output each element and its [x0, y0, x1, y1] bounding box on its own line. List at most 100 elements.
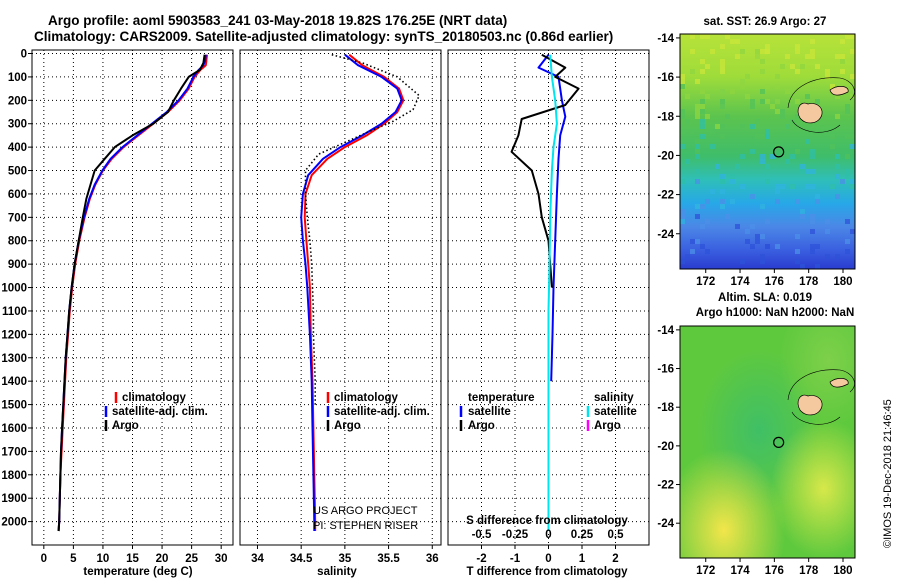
sst-pixel: [765, 134, 770, 139]
sst-pixel: [780, 64, 785, 69]
sst-pixel: [680, 144, 685, 149]
sst-pixel: [805, 94, 810, 99]
sst-pixel: [750, 99, 755, 104]
sst-pixel: [720, 104, 725, 109]
sst-pixel: [685, 119, 690, 124]
sst-pixel: [705, 64, 710, 69]
sst-pixel: [795, 49, 800, 54]
sst-pixel: [695, 214, 700, 219]
credit-project: US ARGO PROJECT: [313, 505, 418, 517]
sst-pixel: [850, 34, 855, 39]
sst-pixel: [775, 74, 780, 79]
sst-pixel: [710, 189, 715, 194]
sst-lat-tick-label: -18: [657, 111, 674, 123]
sla-map-frame: [679, 325, 856, 559]
sst-pixel: [810, 49, 815, 54]
sst-pixel: [765, 164, 770, 169]
sst-pixel: [680, 179, 685, 184]
s-difference-tick-label: 0.25: [571, 529, 594, 541]
difference-xtick-label: 2: [612, 553, 618, 565]
difference-xtick-label: 1: [579, 553, 586, 565]
sst-pixel: [760, 259, 765, 264]
sst-pixel: [810, 184, 815, 189]
sst-pixel: [810, 249, 815, 254]
sst-pixel: [735, 164, 740, 169]
sla-lat-tick-label: -22: [657, 480, 674, 492]
sst-pixel: [775, 99, 780, 104]
depth-tick-label: 1400: [1, 376, 27, 388]
legend-s-satellite-label: satellite: [594, 406, 637, 418]
temperature-xtick-label: 0: [41, 553, 47, 565]
sst-pixel: [815, 64, 820, 69]
sst-pixel: [840, 69, 845, 74]
sst-pixel: [800, 164, 805, 169]
sst-pixel: [685, 159, 690, 164]
sst-pixel: [700, 109, 705, 114]
difference-series-temperature-satellite: [537, 54, 567, 382]
depth-tick-label: 100: [8, 72, 27, 84]
t-difference-label: T difference from climatology: [466, 566, 628, 578]
sst-lon-tick-label: 174: [730, 276, 750, 288]
sst-pixel: [740, 259, 745, 264]
sst-pixel: [695, 204, 700, 209]
sst-pixel: [720, 99, 725, 104]
depth-tick-label: 1300: [1, 353, 27, 365]
sst-pixel: [850, 74, 855, 79]
sst-pixel: [740, 154, 745, 159]
sst-pixel: [815, 244, 820, 249]
sst-pixel: [835, 194, 840, 199]
sst-pixel: [740, 79, 745, 84]
depth-tick-label: 600: [8, 189, 27, 201]
depth-tick-label: 1900: [1, 493, 27, 505]
sst-lat-tick-label: -22: [657, 190, 674, 202]
sst-pixel: [785, 159, 790, 164]
sla-vanua-levu-island: [829, 378, 849, 388]
sst-pixel: [775, 189, 780, 194]
sst-pixel: [680, 209, 685, 214]
sst-pixel: [810, 39, 815, 44]
sst-pixel: [830, 144, 835, 149]
sst-pixel: [705, 94, 710, 99]
sst-pixel: [735, 224, 740, 229]
sst-pixel: [750, 244, 755, 249]
sst-pixel: [760, 99, 765, 104]
sst-pixel: [810, 229, 815, 234]
sst-pixel: [755, 134, 760, 139]
difference-xtick-label: -2: [476, 553, 486, 565]
sst-pixel: [680, 114, 685, 119]
sst-pixel: [715, 124, 720, 129]
sst-pixel: [850, 144, 855, 149]
sst-pixel: [850, 184, 855, 189]
sla-lon-tick-label: 178: [799, 565, 819, 577]
sst-pixel: [835, 114, 840, 119]
sst-pixel: [730, 199, 735, 204]
sst-pixel: [795, 44, 800, 49]
sst-pixel: [755, 234, 760, 239]
sst-pixel: [785, 89, 790, 94]
sst-pixel: [700, 69, 705, 74]
sst-pixel: [700, 124, 705, 129]
salinity-xtick-label: 35: [338, 553, 351, 565]
temperature-panel: 0 5 10 15 20 25 30 0 100 200 300 400 500 600 700 800 90…: [1, 49, 234, 578]
sla-lat-tick-label: -24: [657, 518, 674, 530]
salinity-axes-frame: [239, 49, 442, 546]
sst-pixel: [745, 229, 750, 234]
sst-pixel: [745, 94, 750, 99]
sst-pixel: [835, 254, 840, 259]
sla-lon-tick-label: 180: [833, 565, 852, 577]
sst-pixel: [840, 179, 845, 184]
sst-pixel: [680, 74, 685, 79]
sst-lon-tick-label: 172: [696, 276, 715, 288]
sst-pixel: [810, 79, 815, 84]
sst-pixel: [755, 119, 760, 124]
sst-pixel: [810, 214, 815, 219]
sst-pixel: [815, 99, 820, 104]
viti-levu-island: [797, 102, 823, 124]
sst-pixel: [795, 249, 800, 254]
difference-series-salinity-satellite: [547, 54, 558, 531]
sla-viti-levu-island: [797, 394, 823, 416]
sst-pixel: [755, 239, 760, 244]
sst-pixel: [700, 134, 705, 139]
sst-pixel: [700, 104, 705, 109]
